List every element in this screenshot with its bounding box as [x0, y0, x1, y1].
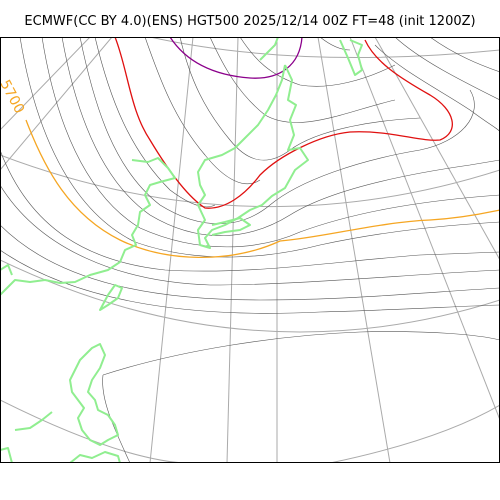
graticule-parallels: [0, 37, 500, 463]
contour-line: [0, 224, 500, 301]
chart-title: ECMWF(CC BY 4.0)(ENS) HGT500 2025/12/14 …: [24, 14, 476, 29]
parallel-line: [149, 37, 500, 59]
contour-5100-line: [169, 37, 303, 79]
parallel-line: [0, 399, 210, 463]
contour-line: [0, 149, 500, 272]
coastline-segment: [197, 64, 309, 249]
coastline-segment: [0, 264, 13, 276]
coastline-segment: [0, 447, 13, 463]
meridian-line: [0, 37, 91, 131]
coastline-segment: [69, 343, 119, 446]
coastline-segment: [259, 37, 279, 61]
coastline-segment: [339, 39, 363, 76]
contour-line: [0, 184, 500, 286]
coastline-segment: [0, 157, 176, 296]
coastline-segment: [99, 284, 123, 311]
meridian-line: [0, 37, 113, 171]
coastline-segment: [14, 411, 53, 431]
parallel-line: [329, 404, 500, 463]
contour-5700-label: 5700: [0, 77, 27, 116]
parallel-line: [0, 259, 500, 333]
meridian-line: [149, 37, 194, 463]
contour-line: [94, 37, 216, 208]
contour-line: [102, 374, 131, 463]
contour-line: [0, 249, 500, 314]
contour-line: [61, 37, 500, 236]
contour-line: [394, 37, 500, 101]
contour-line: [144, 37, 261, 185]
contour-line: [41, 37, 500, 248]
contour-line: [79, 37, 475, 225]
contour-line: [239, 37, 396, 87]
contour-5700-line: [25, 119, 500, 259]
coastline-segment: [211, 217, 251, 236]
contour-line: [179, 37, 421, 161]
coastline: [0, 37, 363, 463]
parallel-line: [0, 154, 500, 207]
meridian-line: [226, 37, 239, 463]
height-contours: [0, 37, 500, 463]
contour-line: [19, 37, 500, 258]
graticule-meridians: [0, 37, 500, 463]
contour-line: [102, 331, 500, 376]
contour-5400-line: [114, 37, 453, 209]
contour-line: [319, 37, 351, 51]
contour-line: [374, 44, 500, 133]
coastline-segment: [69, 451, 121, 463]
meridian-line: [317, 37, 391, 463]
contour-line: [429, 37, 500, 73]
